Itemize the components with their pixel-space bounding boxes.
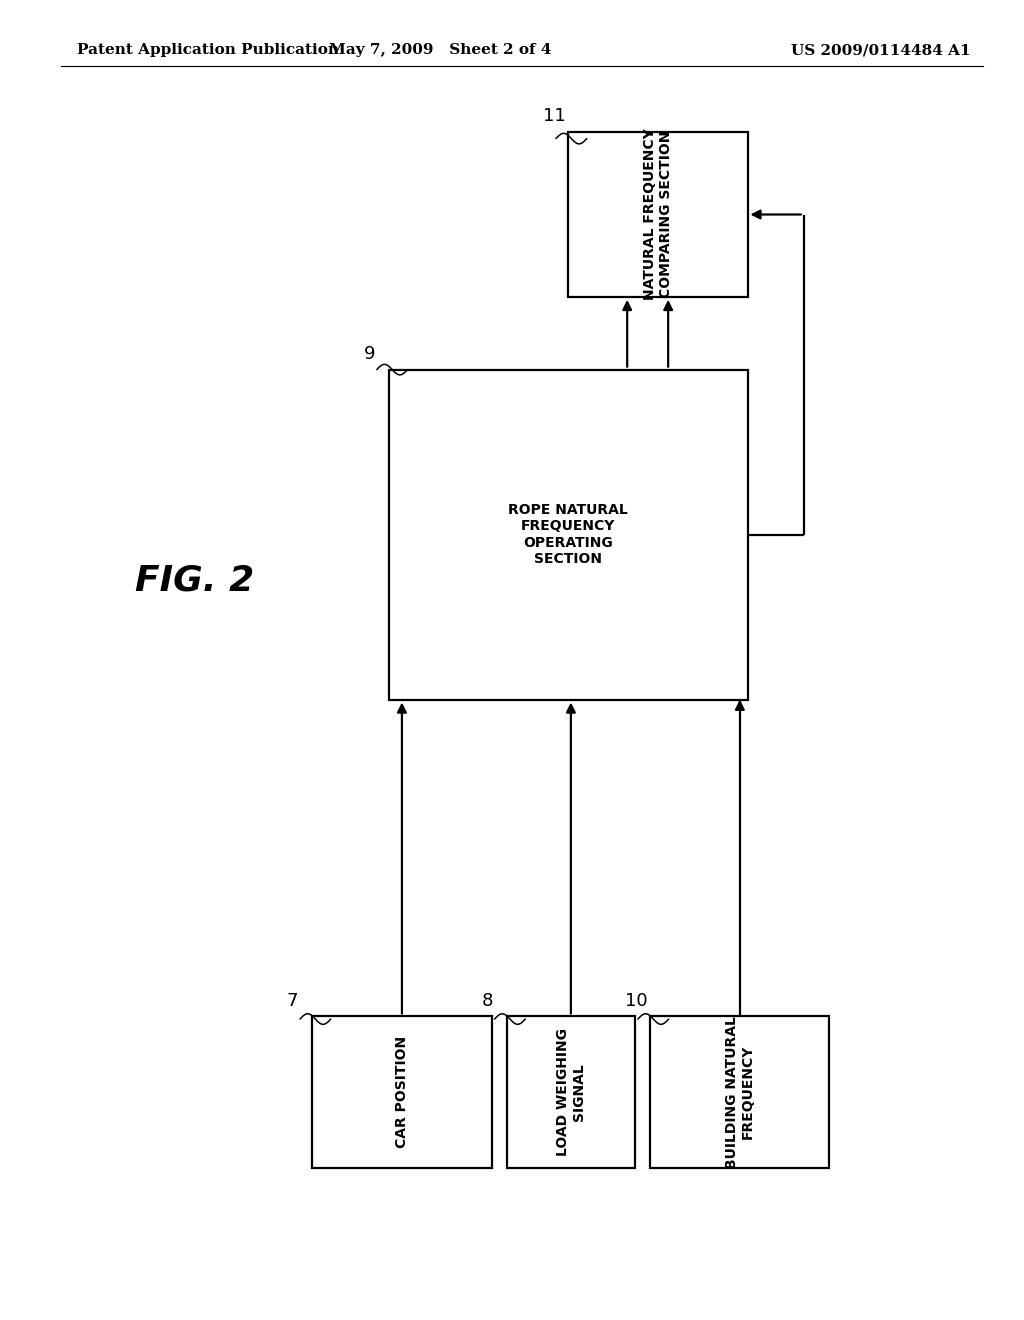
Text: LOAD WEIGHING
SIGNAL: LOAD WEIGHING SIGNAL [556,1028,586,1156]
Text: US 2009/0114484 A1: US 2009/0114484 A1 [791,44,971,57]
Text: 10: 10 [625,991,647,1010]
Bar [312,1016,492,1168]
Bar [568,132,748,297]
Text: CAR POSITION: CAR POSITION [395,1036,409,1148]
Bar [389,370,748,700]
Text: 11: 11 [543,107,565,125]
Text: ROPE NATURAL
FREQUENCY
OPERATING
SECTION: ROPE NATURAL FREQUENCY OPERATING SECTION [509,503,628,566]
Text: NATURAL FREQUENCY
COMPARING SECTION: NATURAL FREQUENCY COMPARING SECTION [643,128,673,301]
Bar [507,1016,635,1168]
Text: BUILDING NATURAL
FREQUENCY: BUILDING NATURAL FREQUENCY [725,1016,755,1168]
Text: FIG. 2: FIG. 2 [135,564,254,598]
Text: 7: 7 [287,991,298,1010]
Text: Patent Application Publication: Patent Application Publication [77,44,339,57]
Text: May 7, 2009   Sheet 2 of 4: May 7, 2009 Sheet 2 of 4 [329,44,552,57]
Bar [650,1016,829,1168]
Text: 9: 9 [364,345,375,363]
Text: 8: 8 [481,991,493,1010]
